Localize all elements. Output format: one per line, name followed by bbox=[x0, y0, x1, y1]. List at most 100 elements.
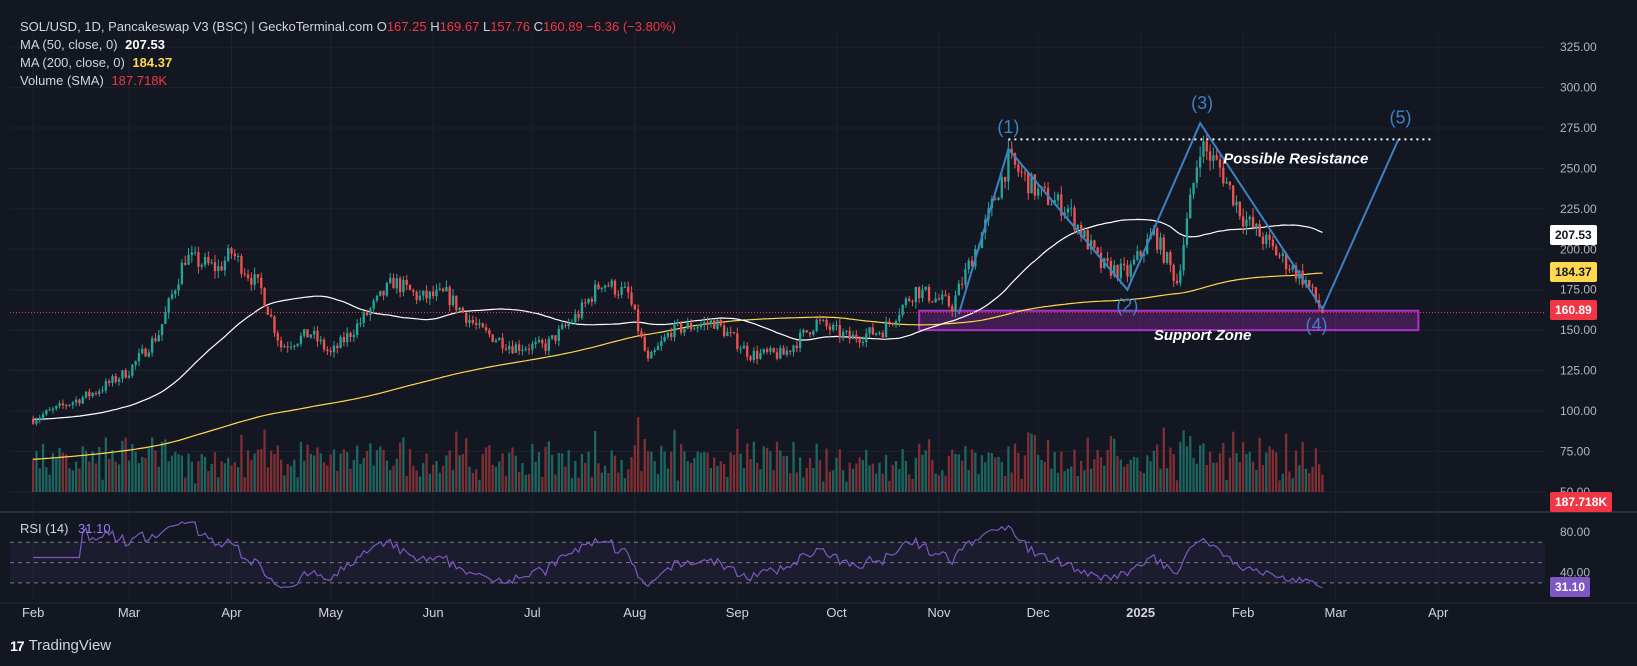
candle-body bbox=[418, 295, 422, 300]
volume-bar bbox=[848, 462, 851, 492]
candle-body bbox=[1284, 253, 1288, 270]
candle-body bbox=[755, 350, 759, 359]
volume-bar bbox=[689, 463, 693, 492]
volume-bar bbox=[1076, 476, 1079, 492]
volume-bar bbox=[1222, 442, 1225, 492]
candle-body bbox=[451, 295, 455, 306]
candle-body bbox=[41, 414, 45, 418]
candle-body bbox=[342, 337, 346, 343]
time-tick-label: Sep bbox=[726, 605, 749, 620]
elliott-wave-drawing: Possible Resistance (1) (2) (3) (4) (5) bbox=[957, 93, 1432, 335]
candle-body bbox=[478, 323, 481, 325]
volume-bar bbox=[270, 450, 273, 492]
candle-body bbox=[752, 350, 756, 360]
candle-body bbox=[1165, 252, 1169, 263]
volume-bar bbox=[319, 453, 322, 492]
volume-bar bbox=[445, 455, 448, 492]
candle-body bbox=[838, 324, 841, 338]
volume-bar bbox=[1129, 459, 1132, 492]
volume-bar bbox=[1083, 470, 1086, 492]
ma200-price-tag: 184.37 bbox=[1550, 262, 1597, 282]
volume-bar bbox=[792, 441, 795, 492]
volume-bar bbox=[967, 469, 970, 492]
time-axis[interactable]: Feb Mar Apr May Jun Jul Aug Sep Oct Nov Dec 2025 Feb… bbox=[22, 605, 1449, 620]
volume-bar bbox=[861, 460, 865, 492]
candle-body bbox=[448, 287, 451, 306]
candle-body bbox=[633, 304, 636, 310]
candle-body bbox=[223, 260, 227, 271]
candle-body bbox=[812, 330, 815, 335]
candle-body bbox=[465, 312, 468, 323]
candle-body bbox=[425, 290, 428, 299]
volume-bar bbox=[931, 459, 934, 492]
volume-bar bbox=[484, 447, 488, 492]
candle-body bbox=[683, 328, 686, 333]
volume-bar bbox=[147, 448, 151, 492]
volume-bar bbox=[326, 465, 329, 492]
rsi-legend[interactable]: RSI (14) 31.10 bbox=[20, 521, 111, 536]
last-price-tag: 160.89 bbox=[1550, 300, 1597, 320]
candle-body bbox=[521, 349, 524, 351]
candle-body bbox=[587, 298, 590, 304]
candle-body bbox=[131, 364, 134, 376]
candle-body bbox=[908, 298, 911, 301]
candle-body bbox=[200, 264, 203, 267]
candle-body bbox=[1271, 239, 1275, 247]
candle-body bbox=[1251, 216, 1255, 228]
volume-bar bbox=[1268, 446, 1271, 492]
rsi-label: RSI (14) bbox=[20, 521, 69, 536]
candle-body bbox=[117, 378, 121, 382]
volume-bar bbox=[41, 443, 45, 492]
volume-bar bbox=[1063, 471, 1066, 492]
candle-body bbox=[435, 289, 438, 297]
volume-bar bbox=[1202, 443, 1205, 492]
candle-body bbox=[937, 298, 941, 300]
candle-body bbox=[283, 346, 286, 348]
volume-bar bbox=[1245, 454, 1248, 492]
volume-bar bbox=[815, 443, 818, 492]
chart-legend: SOL/USD, 1D, Pancakeswap V3 (BSC) | Geck… bbox=[20, 18, 676, 90]
volume-bar bbox=[1096, 449, 1099, 492]
volume-bar bbox=[709, 468, 713, 492]
volume-bar bbox=[1318, 464, 1321, 492]
volume-bar bbox=[703, 451, 706, 492]
candle-body bbox=[51, 408, 55, 410]
candle-body bbox=[1281, 253, 1284, 256]
candle-body bbox=[1205, 141, 1208, 152]
candle-body bbox=[517, 344, 521, 351]
candle-body bbox=[921, 289, 924, 299]
volume-bar bbox=[901, 449, 904, 492]
volume-bar bbox=[263, 429, 266, 492]
tradingview-brand[interactable]: 17 TradingView bbox=[10, 637, 111, 654]
ma200-legend[interactable]: MA (200, close, 0) 184.37 bbox=[20, 54, 676, 72]
candle-body bbox=[1218, 159, 1222, 168]
volume-bar bbox=[600, 472, 603, 492]
volume-bar bbox=[190, 461, 193, 492]
symbol-row[interactable]: SOL/USD, 1D, Pancakeswap V3 (BSC) | Geck… bbox=[20, 18, 676, 36]
volume-bar bbox=[1103, 465, 1106, 492]
volume-bar bbox=[828, 471, 832, 492]
candle-body bbox=[911, 300, 914, 303]
volume-bar bbox=[45, 467, 48, 492]
candle-body bbox=[871, 327, 875, 335]
volume-bar bbox=[927, 439, 931, 492]
candle-body bbox=[597, 284, 600, 289]
volume-bar bbox=[898, 468, 901, 492]
volume-bar bbox=[603, 465, 607, 492]
volume-bar bbox=[405, 476, 408, 492]
volume-bar bbox=[415, 470, 418, 492]
candle-body bbox=[901, 304, 904, 315]
ma50-legend[interactable]: MA (50, close, 0) 207.53 bbox=[20, 36, 676, 54]
volume-bar bbox=[213, 452, 217, 492]
volume-bar bbox=[547, 441, 551, 492]
volume-legend[interactable]: Volume (SMA) 187.718K bbox=[20, 72, 676, 90]
volume-bar bbox=[1301, 441, 1304, 492]
volume-bar bbox=[1146, 455, 1149, 492]
volume-bar bbox=[746, 443, 749, 492]
volume-bar bbox=[1149, 461, 1152, 492]
volume-bar bbox=[934, 473, 937, 492]
volume-bar bbox=[534, 461, 537, 492]
candle-body bbox=[1020, 171, 1023, 173]
